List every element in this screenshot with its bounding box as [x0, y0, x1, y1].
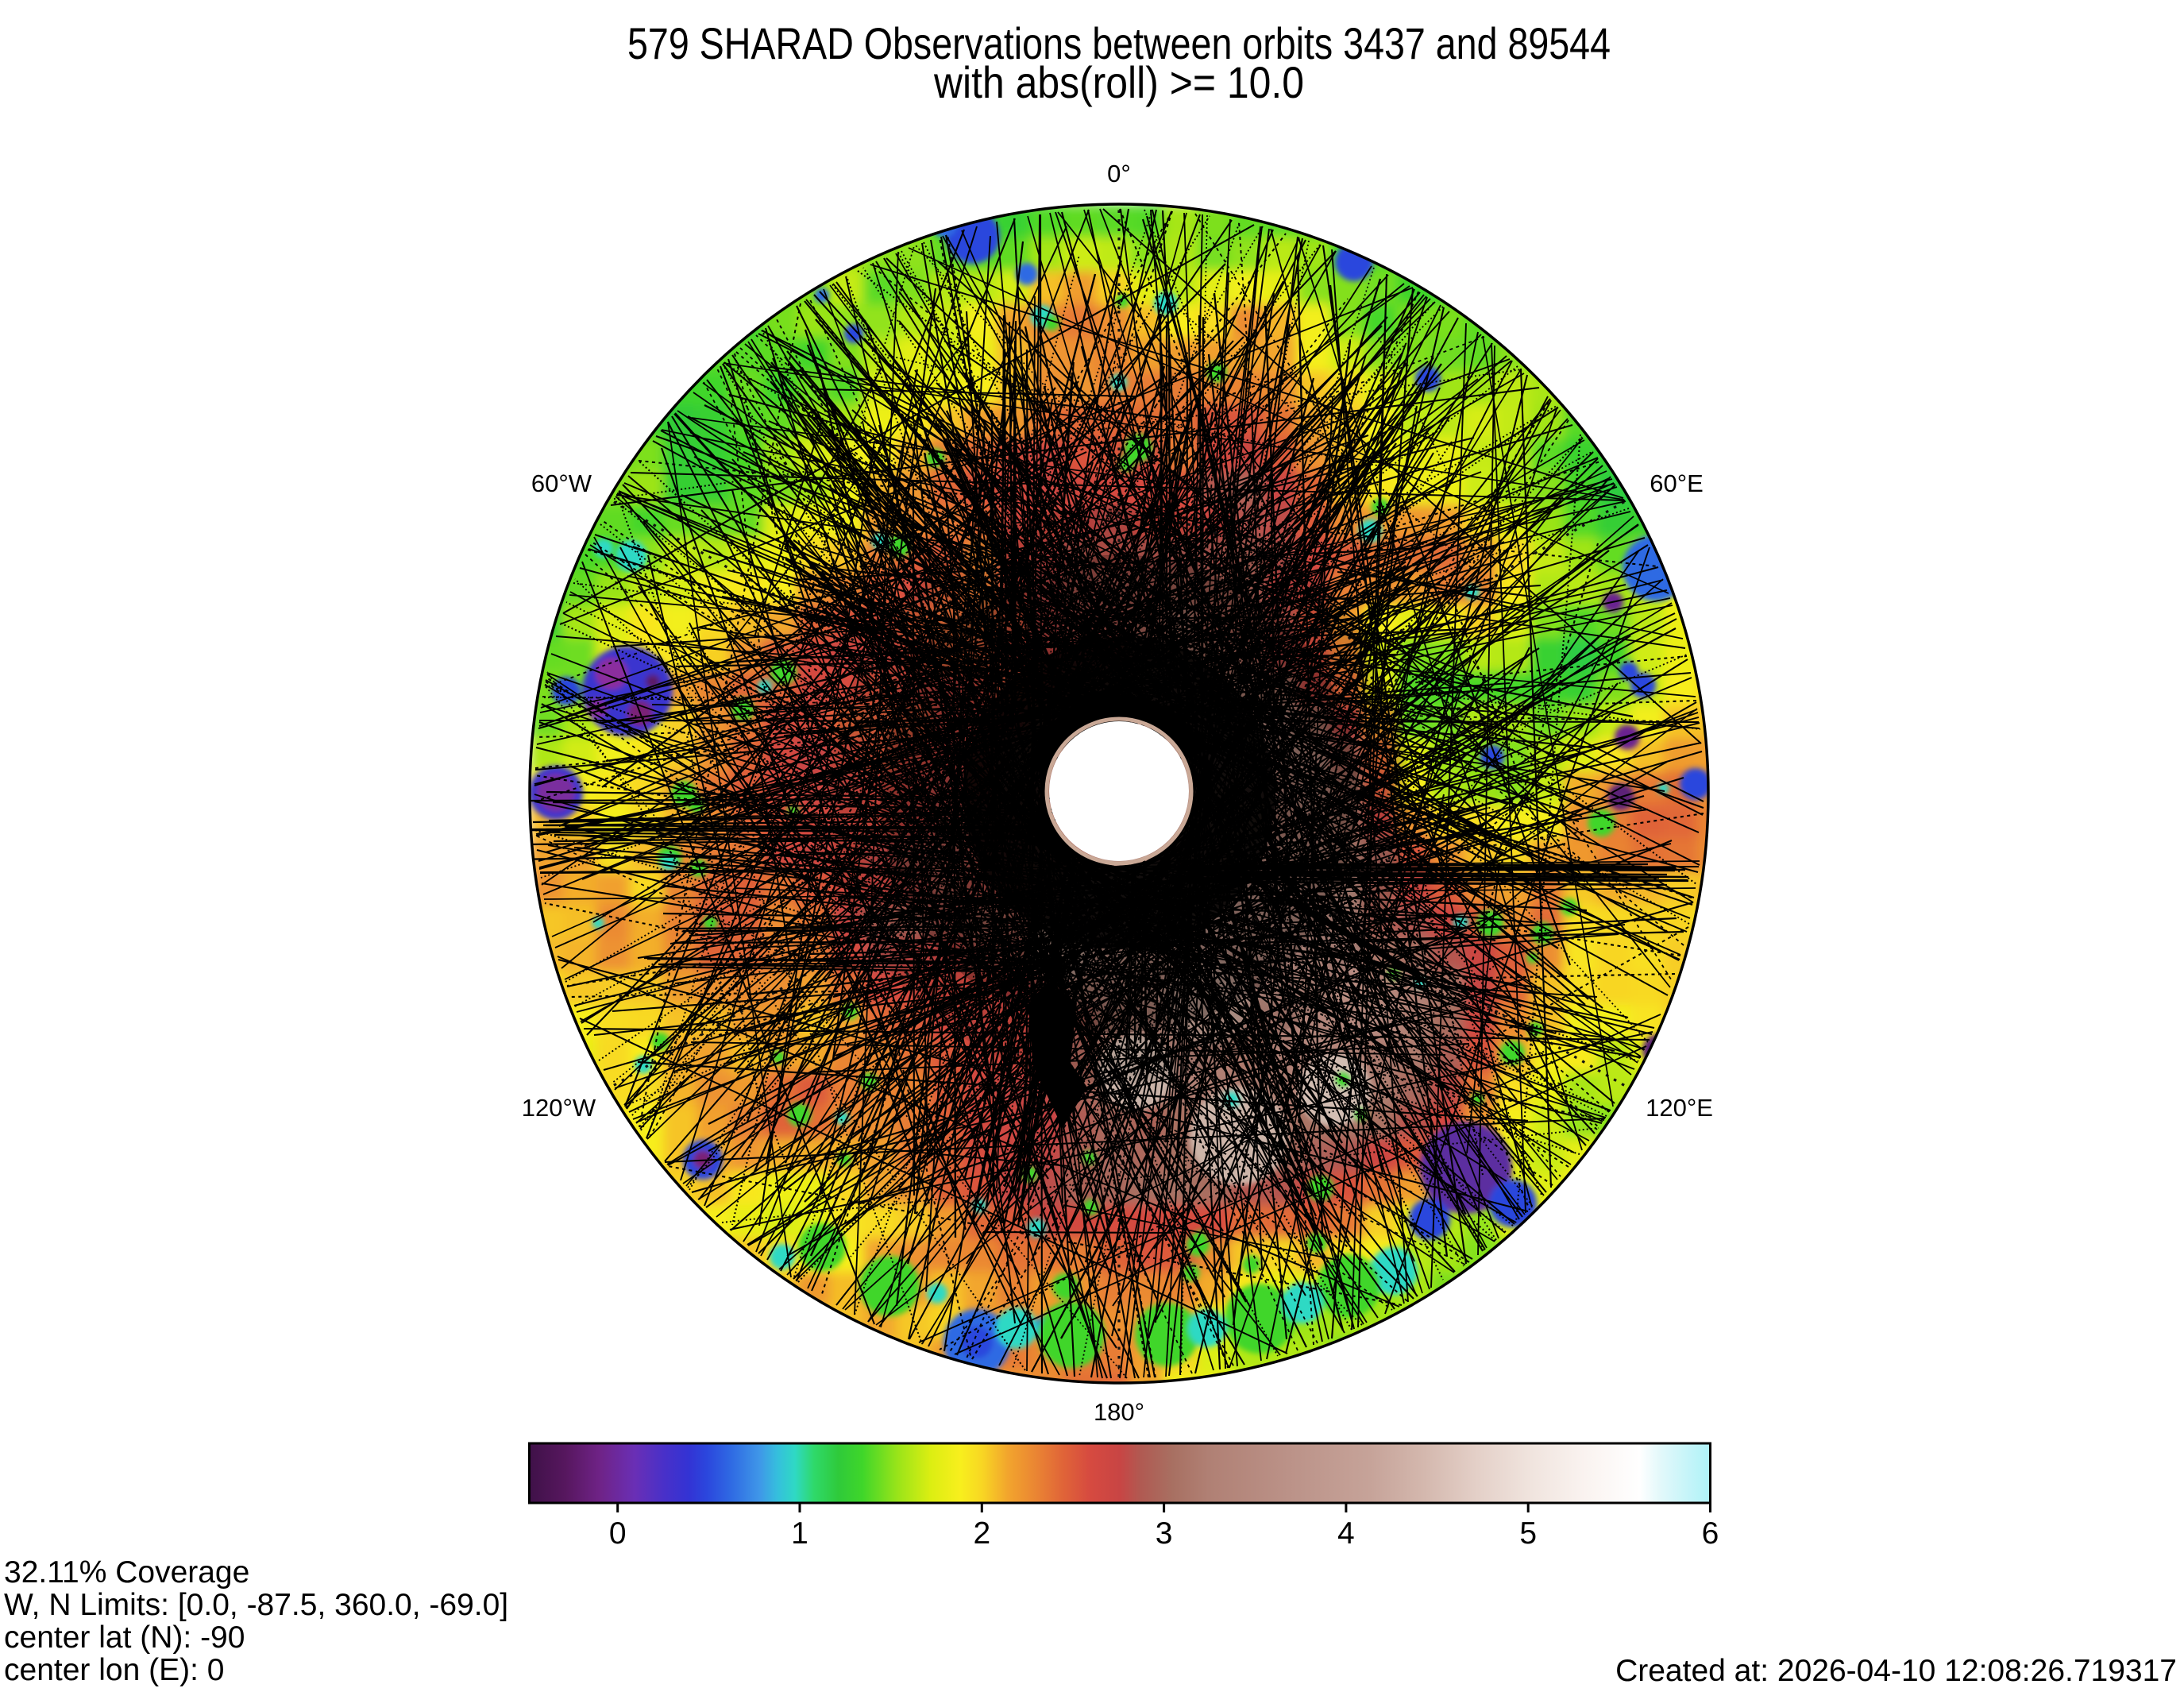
svg-text:180°: 180° [1094, 1398, 1144, 1426]
svg-text:60°E: 60°E [1650, 469, 1704, 497]
svg-text:2: 2 [973, 1516, 990, 1551]
svg-text:W, N Limits: [0.0, -87.5, 360: W, N Limits: [0.0, -87.5, 360.0, -69.0] [4, 1588, 508, 1622]
svg-text:120°W: 120°W [522, 1094, 596, 1122]
svg-text:4: 4 [1337, 1516, 1355, 1551]
svg-text:center lat (N): -90: center lat (N): -90 [4, 1620, 245, 1655]
svg-text:120°E: 120°E [1646, 1094, 1713, 1122]
svg-text:1: 1 [791, 1516, 808, 1551]
svg-text:center lon (E): 0: center lon (E): 0 [4, 1653, 224, 1687]
svg-text:0°: 0° [1107, 160, 1131, 187]
svg-text:5: 5 [1519, 1516, 1537, 1551]
svg-text:3: 3 [1156, 1516, 1173, 1551]
svg-text:32.11% Coverage: 32.11% Coverage [4, 1555, 249, 1590]
svg-text:60°W: 60°W [531, 469, 592, 497]
svg-text:Created at: 2026-04-10 12:08:2: Created at: 2026-04-10 12:08:26.719317 [1615, 1654, 2177, 1688]
svg-text:6: 6 [1702, 1516, 1719, 1551]
svg-text:with abs(roll) >= 10.0: with abs(roll) >= 10.0 [933, 58, 1304, 107]
svg-text:0: 0 [609, 1516, 627, 1551]
